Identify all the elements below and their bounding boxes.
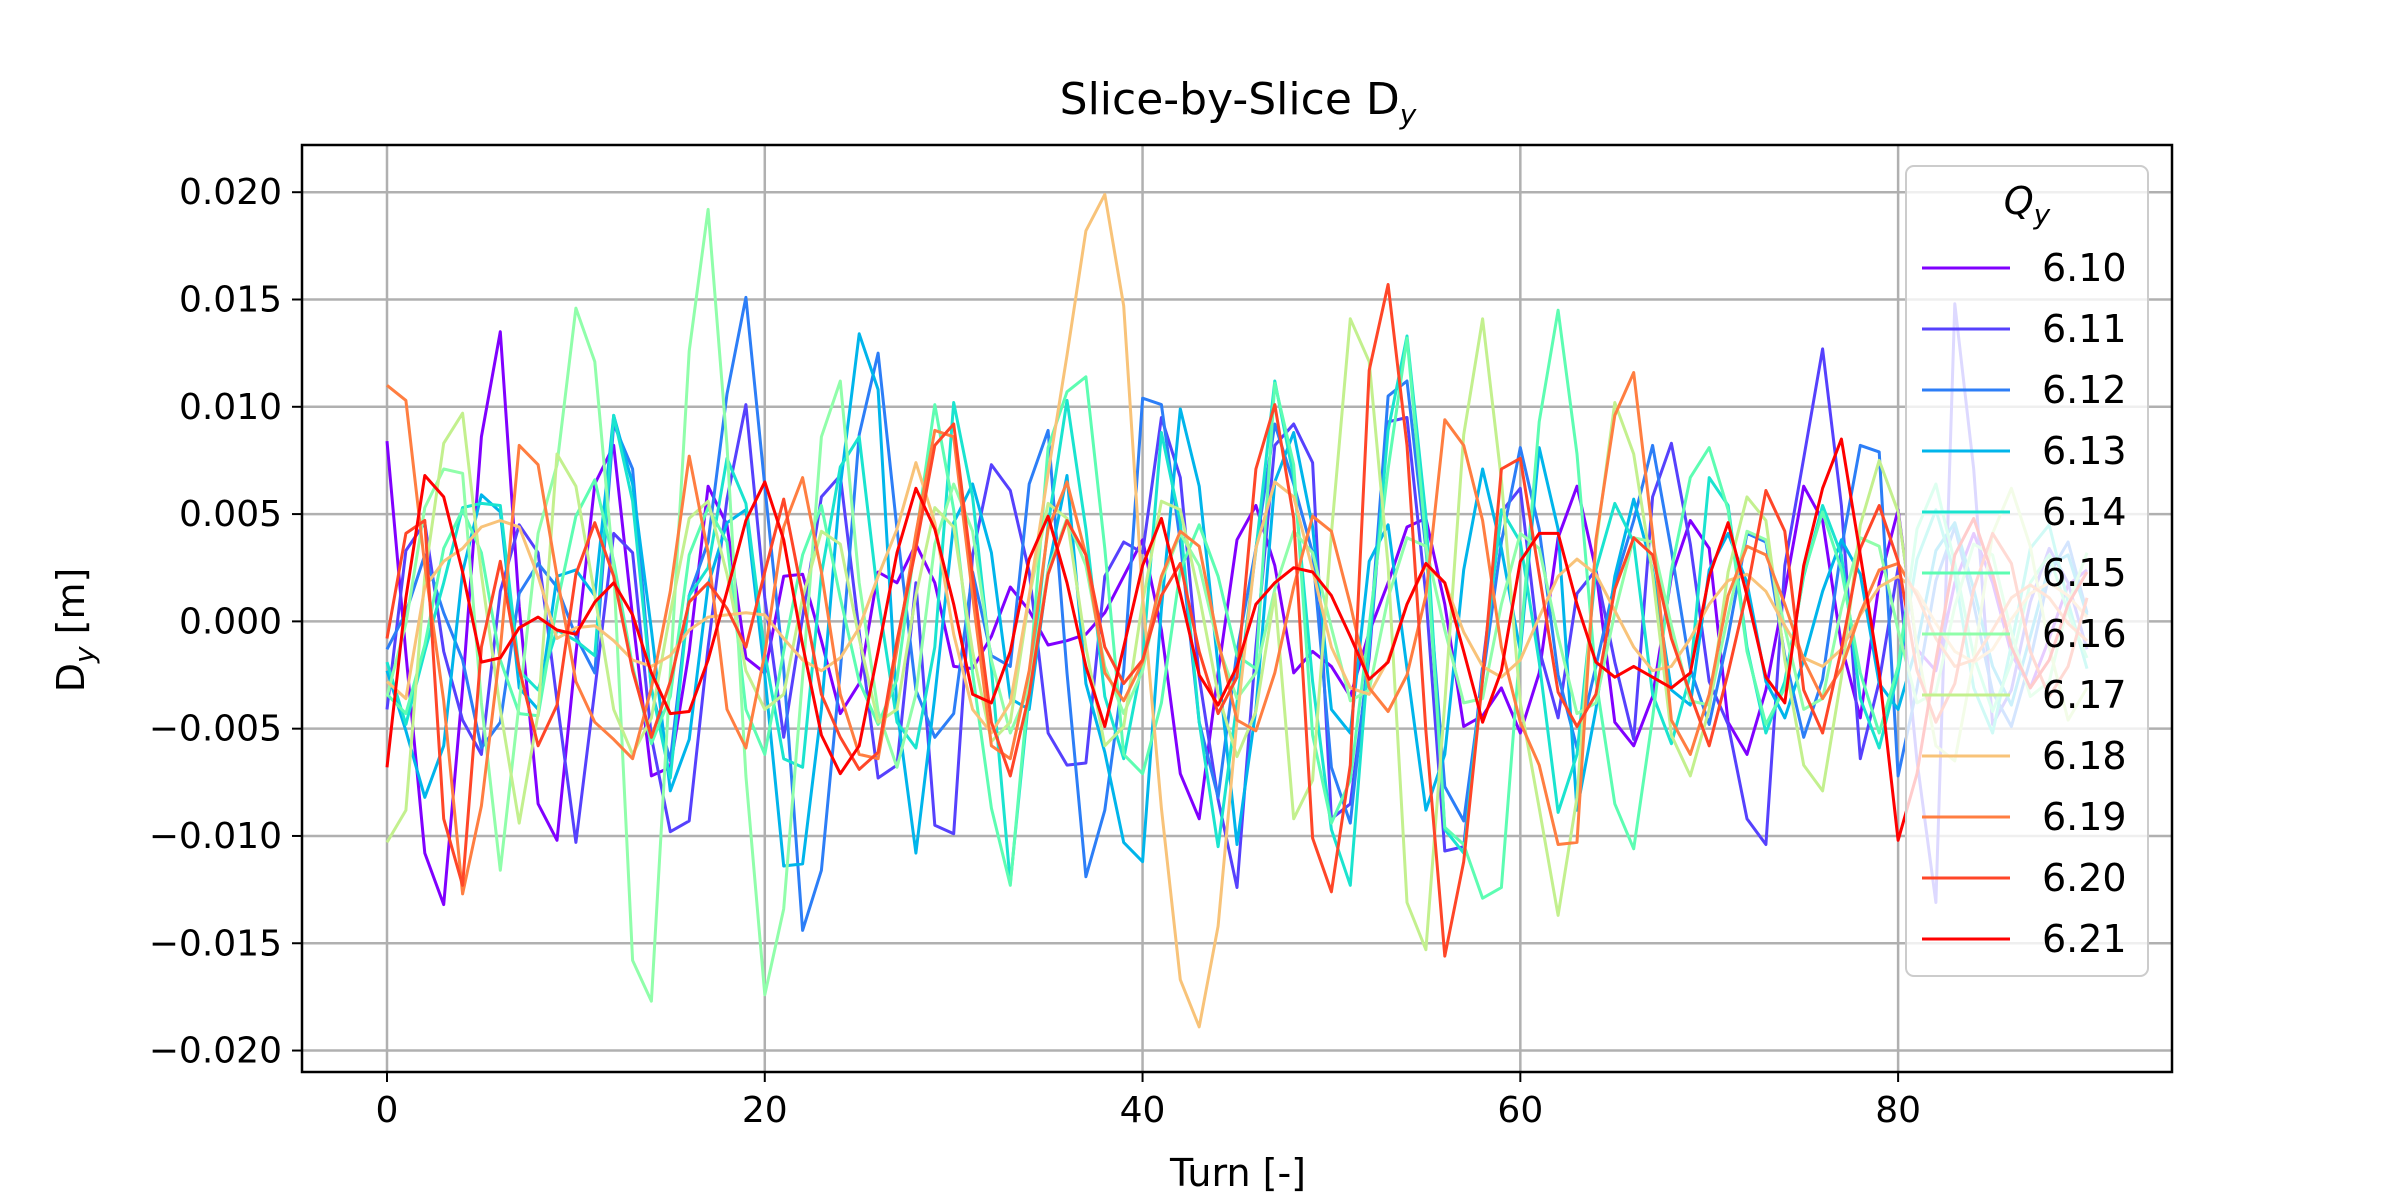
y-tick-label: 0.020 [179,172,282,213]
legend-label-6-12: 6.12 [2042,368,2127,412]
axis-ticks: 0 20 40 60 80 −0.020 −0.015 −0.010 −0.005 0.000 0.… [149,172,1921,1131]
legend-label-6-18: 6.18 [2042,734,2127,778]
y-tick-label: 0.010 [179,387,282,428]
chart-title-text: Slice-by-Slice D [1060,74,1400,125]
legend-label-6-19: 6.19 [2042,795,2127,839]
legend-label-6-21: 6.21 [2042,917,2127,961]
y-tick-label: −0.010 [149,816,282,857]
y-axis-title: Dy [m] [49,568,101,693]
series-line-6-21 [385,437,2089,842]
legend-label-6-17: 6.17 [2042,673,2127,717]
series-line-6-20 [385,283,2089,958]
legend-label-6-15: 6.15 [2042,551,2127,595]
series-line-6-19 [386,371,2089,896]
legend-title: Qy [2004,179,2051,231]
legend-label-6-10: 6.10 [2042,246,2127,290]
plot-area-frame [300,143,2174,1074]
y-tick-label: −0.020 [149,1031,282,1072]
legend-label-6-13: 6.13 [2042,429,2127,473]
y-axis-title-unit: [m] [49,568,93,647]
legend-label-6-16: 6.16 [2042,612,2127,656]
series-lines [385,192,2089,1029]
y-tick-label: 0.015 [179,280,282,321]
y-tick-label: 0.005 [179,494,282,535]
chart-title-subscript: y [1399,98,1417,131]
y-tick-label: −0.005 [149,709,282,750]
legend-label-6-14: 6.14 [2042,490,2127,534]
legend-entries: 6.10 6.11 6.12 6.13 6.14 6.15 6.16 6.17 6.18 6.19… [1922,246,2127,961]
legend-title-text: Q [2004,179,2034,223]
x-tick-label: 20 [742,1090,788,1131]
series-line-6-17 [385,317,2089,952]
y-tick-label: −0.015 [149,923,282,964]
legend-title-subscript: y [2033,198,2051,231]
x-axis-title: Turn [-] [1169,1151,1306,1195]
legend-label-6-20: 6.20 [2042,856,2127,900]
legend: Qy 6.106.116.126.136.146.156.166.176.186… [1905,165,2149,977]
x-tick-label: 40 [1120,1090,1166,1131]
grid-lines [302,145,2172,1072]
chart-title: Slice-by-Slice Dy [1060,74,1417,131]
series-line-6-11 [385,302,2089,904]
x-tick-label: 0 [376,1090,399,1131]
y-axis-title-subscript: y [68,646,101,664]
legend-label-6-11: 6.11 [2042,307,2127,351]
legend-box [1905,165,2149,977]
x-tick-label: 60 [1497,1090,1543,1131]
y-tick-label: 0.000 [179,601,282,642]
series-line-6-16 [385,207,2089,1003]
x-tick-label: 80 [1875,1090,1921,1131]
y-axis-title-text: D [49,663,93,692]
